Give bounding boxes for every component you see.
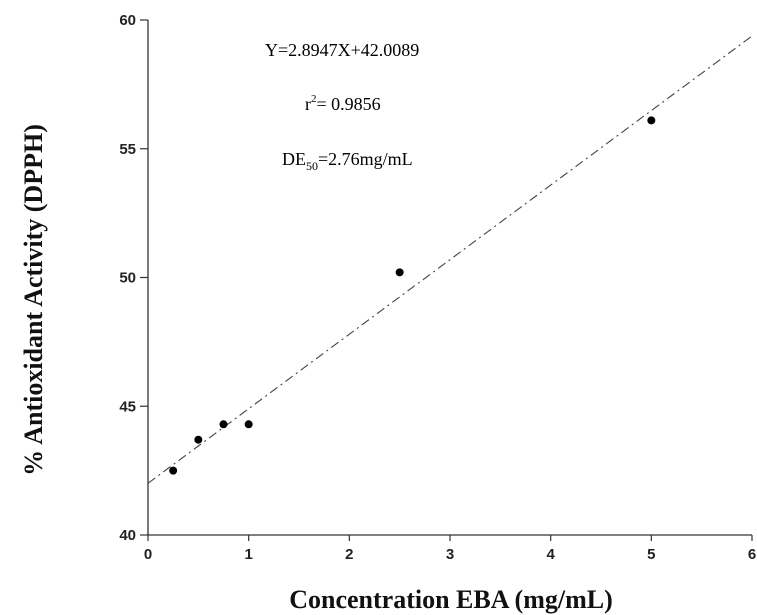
r-squared-annotation: r2= 0.9856 xyxy=(305,93,381,114)
trendline xyxy=(147,35,753,484)
x-tick-label: 2 xyxy=(345,546,353,563)
y-tick-label: 50 xyxy=(119,270,136,287)
de50-subscript: 50 xyxy=(306,159,318,173)
x-tick-label: 0 xyxy=(144,546,152,563)
y-tick-label: 60 xyxy=(119,12,136,29)
de50-value: =2.76mg/mL xyxy=(318,149,413,169)
x-tick-label: 5 xyxy=(647,546,655,563)
de50-base: DE xyxy=(282,149,306,169)
x-tick-label: 3 xyxy=(446,546,454,563)
y-tick-label: 45 xyxy=(119,398,136,415)
equation-annotation: Y=2.8947X+42.0089 xyxy=(265,40,419,60)
r-squared-superscript: 2 xyxy=(311,93,317,105)
x-tick-label: 4 xyxy=(546,546,555,563)
data-point xyxy=(647,116,656,125)
data-points xyxy=(169,116,656,475)
x-axis-title: Concentration EBA (mg/mL) xyxy=(289,585,613,614)
y-axis-title: % Antioxidant Activity (DPPH) xyxy=(19,124,48,476)
data-point xyxy=(244,420,253,429)
de50-annotation: DE50=2.76mg/mL xyxy=(282,149,413,173)
trendline-group xyxy=(147,35,753,484)
r-squared-value: = 0.9856 xyxy=(317,94,381,114)
x-tick-label: 1 xyxy=(244,546,252,563)
data-point xyxy=(169,466,178,475)
r-squared-base: r xyxy=(305,94,311,114)
data-point xyxy=(219,420,228,429)
data-point xyxy=(395,268,404,277)
data-point xyxy=(194,435,203,444)
y-tick-label: 40 xyxy=(119,527,136,544)
axes xyxy=(147,20,752,536)
y-tick-label: 55 xyxy=(119,141,136,158)
x-tick-label: 6 xyxy=(748,546,756,563)
